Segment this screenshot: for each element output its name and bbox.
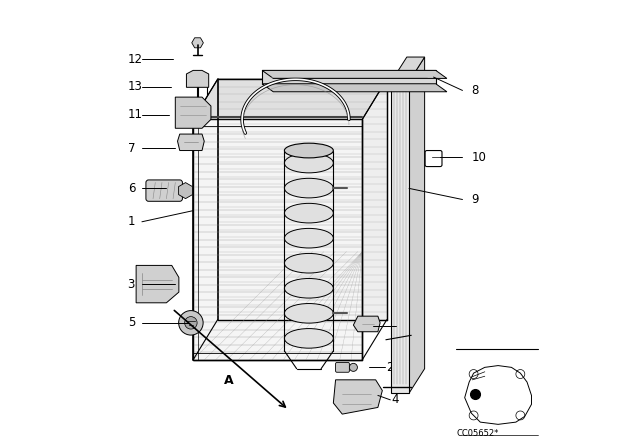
Polygon shape (177, 134, 204, 151)
Text: 10: 10 (472, 151, 486, 164)
Ellipse shape (284, 143, 333, 158)
Text: 7: 7 (127, 142, 135, 155)
Text: 14: 14 (400, 320, 415, 333)
Polygon shape (353, 316, 380, 332)
Polygon shape (409, 57, 424, 393)
Text: 12: 12 (127, 53, 143, 66)
Ellipse shape (179, 310, 203, 335)
Polygon shape (262, 70, 447, 78)
Polygon shape (262, 84, 447, 92)
Text: 8: 8 (472, 84, 479, 97)
Polygon shape (391, 57, 424, 82)
Text: 13: 13 (127, 80, 143, 93)
Polygon shape (262, 70, 436, 84)
Ellipse shape (284, 153, 333, 173)
Text: 5: 5 (127, 316, 135, 329)
Text: 3: 3 (127, 278, 135, 291)
Text: 2: 2 (386, 361, 394, 374)
Polygon shape (136, 265, 179, 303)
Text: 1: 1 (127, 215, 135, 228)
Ellipse shape (349, 363, 357, 371)
Text: 11: 11 (127, 108, 143, 121)
Text: 9: 9 (472, 193, 479, 206)
Ellipse shape (185, 317, 197, 329)
Polygon shape (218, 79, 387, 320)
Polygon shape (186, 70, 209, 87)
Polygon shape (391, 82, 409, 393)
Text: 4: 4 (391, 393, 399, 406)
Ellipse shape (284, 254, 333, 273)
Ellipse shape (284, 279, 333, 298)
Ellipse shape (284, 178, 333, 198)
Ellipse shape (284, 304, 333, 323)
Polygon shape (193, 119, 362, 360)
Text: CC05652*: CC05652* (457, 429, 499, 438)
FancyBboxPatch shape (335, 362, 349, 372)
Ellipse shape (284, 228, 333, 248)
Text: 6: 6 (127, 182, 135, 195)
Polygon shape (175, 97, 211, 128)
Ellipse shape (284, 328, 333, 348)
Polygon shape (193, 79, 387, 119)
Polygon shape (333, 380, 382, 414)
Ellipse shape (284, 203, 333, 223)
FancyBboxPatch shape (146, 180, 182, 201)
Text: A: A (224, 374, 234, 387)
